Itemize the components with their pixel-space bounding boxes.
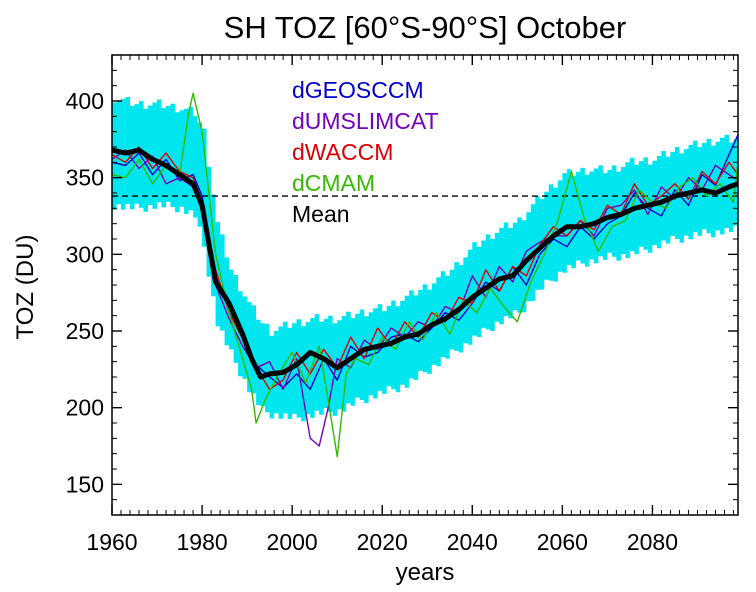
x-tick-label: 2040 — [447, 529, 498, 555]
x-tick-label: 2000 — [267, 529, 318, 555]
legend-entry-dcmam: dCMAM — [292, 170, 375, 196]
legend: dGEOSCCM dUMSLIMCAT dWACCM dCMAM Mean — [292, 77, 439, 227]
legend-entry-dwaccm: dWACCM — [292, 139, 393, 165]
legend-entry-dumslimcat: dUMSLIMCAT — [292, 108, 439, 134]
model-range-band — [112, 97, 738, 422]
series-lines-layer — [111, 92, 739, 458]
x-tick-label: 2080 — [627, 529, 678, 555]
x-tick-label: 1980 — [176, 529, 227, 555]
y-tick-label: 250 — [66, 318, 104, 344]
legend-entry-dgeosccm: dGEOSCCM — [292, 77, 424, 103]
x-tick-label: 2060 — [537, 529, 588, 555]
y-tick-label: 200 — [66, 395, 104, 421]
legend-entry-mean: Mean — [292, 201, 350, 227]
y-tick-label: 400 — [66, 88, 104, 114]
y-tick-label: 300 — [66, 241, 104, 267]
axes-layer: 1960 1980 2000 2020 2040 2060 2080 150 200 250 300… — [66, 54, 739, 555]
x-tick-label: 2020 — [357, 529, 408, 555]
y-tick-label: 350 — [66, 165, 104, 191]
model-range-band-layer — [112, 97, 738, 422]
x-axis-label: years — [396, 559, 455, 586]
x-tick-label: 1960 — [86, 529, 137, 555]
series-line-mean — [111, 147, 739, 380]
y-tick-label: 150 — [66, 471, 104, 497]
chart-title: SH TOZ [60°S-90°S] October — [224, 10, 627, 45]
y-axis-label: TOZ (DU) — [12, 235, 39, 340]
